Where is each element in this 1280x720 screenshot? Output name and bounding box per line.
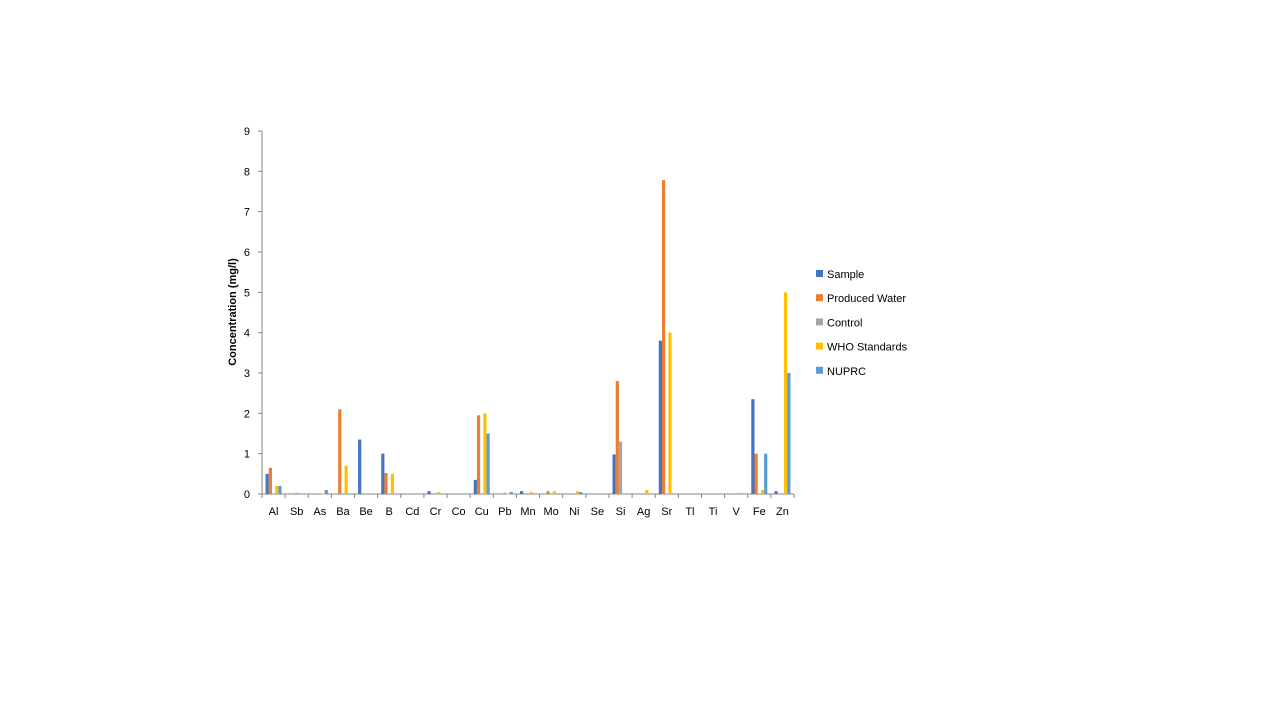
legend-label: WHO Standards [827,342,908,354]
y-tick-label: 3 [244,368,250,380]
bar [784,292,788,494]
bar [509,491,513,494]
y-tick-label: 6 [244,247,250,259]
x-tick-label: Tl [685,506,694,518]
x-tick-label: Ba [336,506,350,518]
y-tick-label: 5 [244,287,250,299]
x-tick-label: As [313,506,326,518]
x-tick-label: Sr [661,506,672,518]
bar [390,473,395,494]
bar [321,493,325,495]
bar [384,473,388,494]
bar [754,453,758,494]
x-axis: Al Sb As Ba Be B Cd Cr Co Cu Pb Mn Mo Ni Se Si Ag Sr Tl Ti V… [261,493,795,518]
legend-swatch [816,366,823,374]
bars [265,180,791,495]
y-tick-label: 4 [244,328,250,340]
bar [268,467,272,494]
x-tick-label: Ti [709,506,718,518]
bar [612,454,616,494]
bar [295,492,299,494]
bar [787,373,791,494]
bar [520,491,524,494]
legend-label: Control [827,317,862,329]
legend-label: Sample [827,269,864,281]
legend-swatch [816,342,823,350]
bar [579,491,583,494]
bar [529,491,533,494]
bar [774,491,778,494]
x-tick-label: Se [591,506,604,518]
x-tick-label: Cu [475,506,489,518]
x-tick-label: Pb [498,506,511,518]
bar [575,491,580,494]
x-tick-label: Zn [776,506,789,518]
x-tick-label: Ag [637,506,650,518]
bar [760,489,765,494]
bar [668,332,672,494]
y-axis-title: Concentration (mg/l) [227,258,239,366]
bar [437,491,441,494]
bar [275,485,279,494]
legend-swatch [816,270,823,277]
bar [552,491,556,494]
bar [476,415,481,494]
y-axis: 0 1 2 3 4 5 6 7 8 9 [244,126,263,501]
x-tick-label: Cr [430,506,442,518]
y-tick-label: 2 [244,408,250,420]
legend-swatch [816,318,823,326]
bar [381,453,385,494]
legend: Sample Produced Water Control WHO Standards… [816,269,908,378]
bar [645,489,649,494]
x-tick-label: Si [616,506,626,518]
bar [344,465,348,494]
legend-label: NUPRC [827,366,866,378]
bar [427,491,431,494]
bar [506,493,510,495]
x-tick-label: Be [359,506,372,518]
bar [265,473,269,494]
x-tick-label: Mo [543,506,558,518]
x-tick-label: Fe [753,506,766,518]
bar [473,479,477,494]
bar [278,485,282,494]
bar [324,489,328,494]
x-tick-label: V [733,506,741,518]
bar [486,433,490,494]
bar [661,180,666,494]
y-tick-label: 1 [244,449,250,461]
y-tick-label: 9 [244,126,250,138]
bar [503,492,507,494]
y-tick-label: 7 [244,207,250,219]
bar [737,492,741,494]
bar [615,381,619,494]
legend-swatch [816,294,823,302]
bar [658,340,662,494]
bar [338,409,342,494]
x-tick-label: Ni [569,506,579,518]
y-tick-label: 8 [244,166,250,178]
legend-label: Produced Water [827,293,906,305]
x-tick-label: B [386,506,393,518]
bar [483,413,487,494]
x-tick-label: Mn [520,506,535,518]
x-tick-label: Co [452,506,466,518]
bar [764,453,768,494]
bar [546,491,550,494]
y-tick-label: 0 [244,489,250,501]
x-tick-label: Al [269,506,279,518]
x-tick-label: Cd [405,506,419,518]
x-tick-label: Sb [290,506,303,518]
bar [618,441,623,494]
bar [751,399,755,494]
bar [358,439,362,494]
